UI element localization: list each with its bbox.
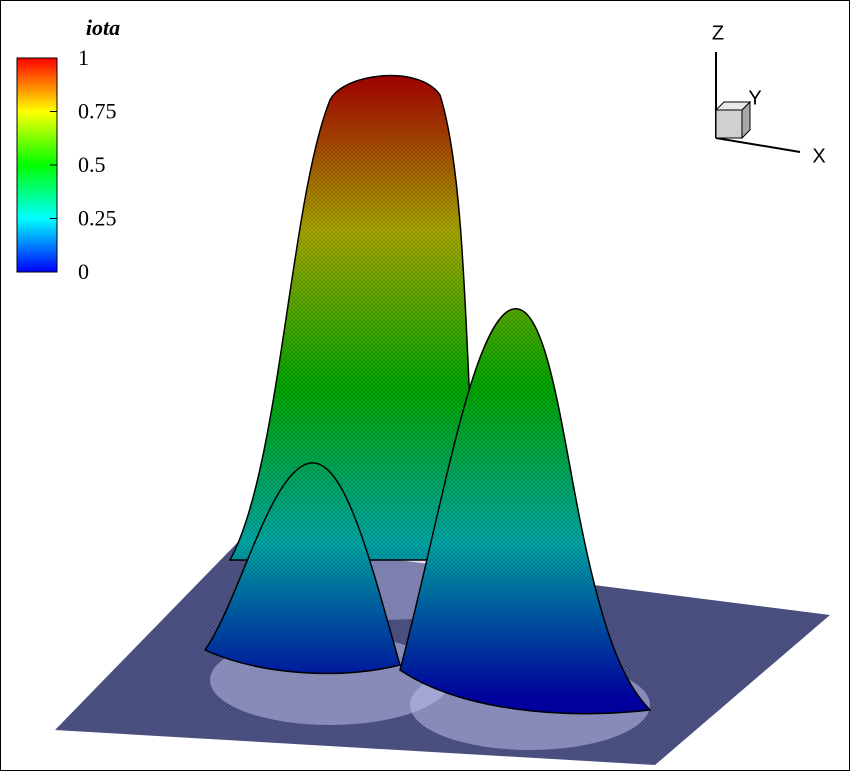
colorbar-title: iota	[86, 15, 120, 40]
x-label: X	[812, 145, 825, 167]
colorbar-tick-label: 0.25	[78, 206, 117, 231]
y-cube	[715, 109, 743, 139]
colorbar-tick-label: 0	[78, 259, 89, 284]
surface	[203, 74, 652, 715]
colorbar-ticks: 0 0.25 0.5 0.75 1	[50, 45, 117, 284]
peak-mesh	[205, 462, 400, 674]
y-cube	[741, 100, 751, 140]
peak-mesh	[230, 75, 480, 560]
colorbar-tick-label: 0.75	[78, 99, 117, 124]
peak-mesh	[400, 308, 650, 714]
x-axis	[715, 137, 801, 153]
colorbar-tick-label: 1	[78, 45, 89, 70]
colorbar-tick-label: 0.5	[78, 152, 106, 177]
axis-triad	[714, 52, 801, 153]
z-label: Z	[712, 22, 724, 44]
y-label: Y	[748, 87, 761, 109]
